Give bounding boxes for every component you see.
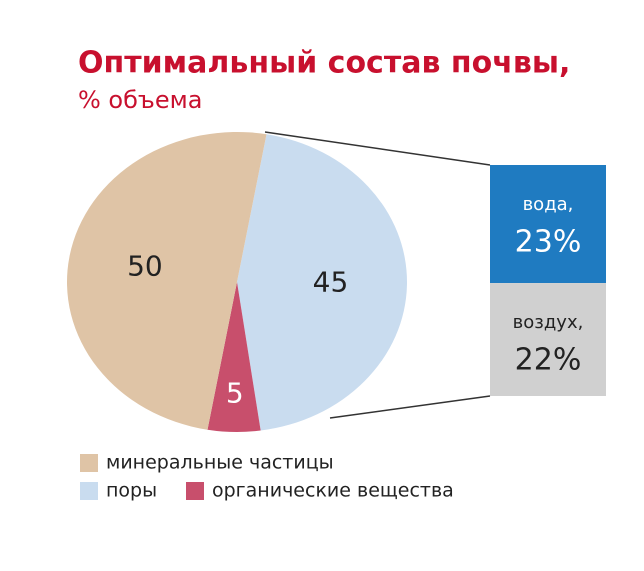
breakdown-segment <box>490 165 606 284</box>
slice-label: 45 <box>313 265 349 298</box>
pie-slice <box>237 134 407 431</box>
chart-subtitle: % объема <box>78 86 202 114</box>
legend-label: минеральные частицы <box>106 452 334 474</box>
legend-swatch <box>80 482 98 500</box>
pie-slice <box>207 282 261 432</box>
breakdown-value: 22% <box>515 343 582 378</box>
legend-label: поры <box>106 480 157 502</box>
breakdown-label: воздух, <box>513 312 584 333</box>
slice-label: 5 <box>226 376 244 409</box>
connector <box>329 395 491 419</box>
slice-label: 50 <box>127 250 163 283</box>
breakdown-label: вода, <box>523 194 574 215</box>
legend-label: органические вещества <box>212 480 454 502</box>
legend-swatch <box>186 482 204 500</box>
breakdown-segment <box>490 283 606 396</box>
breakdown-value: 23% <box>515 225 582 260</box>
connector <box>264 131 491 166</box>
pie-slice <box>67 131 267 430</box>
chart-title: Оптимальный состав почвы, <box>78 46 570 81</box>
legend-swatch <box>80 454 98 472</box>
